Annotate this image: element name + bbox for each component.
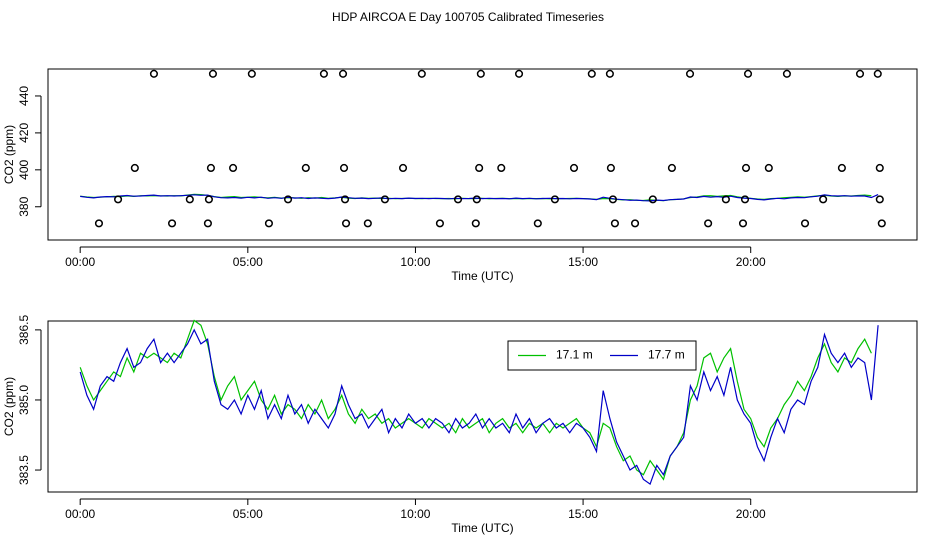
x-tick-label: 05:00 [233, 255, 263, 269]
y-axis-label: CO2 (ppm) [2, 377, 16, 436]
point [740, 195, 750, 204]
point [855, 69, 865, 78]
plot-frame [47, 320, 918, 493]
point [340, 195, 350, 204]
point [472, 195, 481, 204]
point [203, 219, 212, 228]
point [741, 163, 751, 173]
point [363, 219, 372, 228]
point [685, 69, 695, 78]
point [875, 163, 884, 173]
plot-frame [47, 68, 918, 241]
x-tick-label: 20:00 [736, 507, 766, 521]
point [764, 163, 773, 173]
point [149, 69, 158, 78]
x-tick-label: 05:00 [233, 507, 263, 521]
point [497, 163, 506, 173]
x-tick-label: 00:00 [65, 255, 95, 269]
point [704, 219, 713, 228]
series-line [79, 325, 879, 486]
x-tick-label: 10:00 [400, 507, 430, 521]
point [875, 195, 884, 204]
point [743, 69, 753, 78]
point [435, 219, 444, 228]
y-tick-label: 383.5 [17, 455, 31, 485]
point [605, 69, 614, 78]
figure-title: HDP AIRCOA E Day 100705 Calibrated Times… [332, 10, 604, 24]
point [476, 69, 485, 78]
x-tick-label: 15:00 [568, 255, 598, 269]
point [819, 195, 828, 204]
point [339, 163, 349, 173]
y-tick-label: 380 [17, 196, 31, 216]
y-tick-label: 420 [17, 123, 31, 143]
point [667, 163, 676, 173]
point [247, 69, 256, 78]
point [782, 69, 791, 78]
point [738, 219, 748, 228]
point [475, 163, 484, 173]
x-tick-label: 20:00 [736, 255, 766, 269]
point [319, 69, 328, 78]
point [453, 195, 463, 204]
point [608, 195, 617, 204]
point [208, 69, 217, 78]
point [283, 195, 293, 204]
series-line [79, 319, 872, 481]
x-axis-label: Time (UTC) [451, 269, 513, 283]
point [630, 219, 640, 228]
point [587, 69, 596, 78]
point [130, 163, 139, 173]
point [341, 219, 351, 228]
point [264, 219, 273, 228]
x-tick-label: 15:00 [568, 507, 598, 521]
point [229, 163, 238, 173]
point [471, 219, 480, 228]
point [648, 195, 657, 204]
y-tick-label: 385.0 [17, 385, 31, 415]
point [380, 195, 389, 204]
y-tick-label: 400 [17, 159, 31, 179]
overlay-line [80, 194, 879, 202]
point [873, 69, 882, 78]
point [94, 219, 104, 228]
legend-label: 17.7 m [648, 348, 685, 362]
y-tick-label: 386.5 [17, 315, 31, 345]
point [185, 195, 194, 204]
y-axis-label: CO2 (ppm) [2, 125, 16, 184]
point [606, 163, 615, 173]
point [837, 163, 846, 173]
x-tick-label: 10:00 [400, 255, 430, 269]
y-tick-label: 440 [17, 86, 31, 106]
point [338, 69, 348, 78]
point [569, 163, 579, 173]
point [206, 163, 215, 173]
point [877, 219, 886, 228]
point [167, 219, 177, 228]
point [398, 163, 408, 173]
point [610, 219, 619, 228]
point [204, 195, 213, 204]
point [533, 219, 542, 228]
x-tick-label: 00:00 [65, 507, 95, 521]
point [417, 69, 426, 78]
point [114, 195, 123, 204]
point [800, 219, 810, 228]
point [514, 69, 524, 78]
legend-label: 17.1 m [556, 348, 593, 362]
x-axis-label: Time (UTC) [451, 521, 513, 535]
point [550, 195, 559, 204]
point [721, 195, 730, 204]
point [301, 163, 310, 173]
